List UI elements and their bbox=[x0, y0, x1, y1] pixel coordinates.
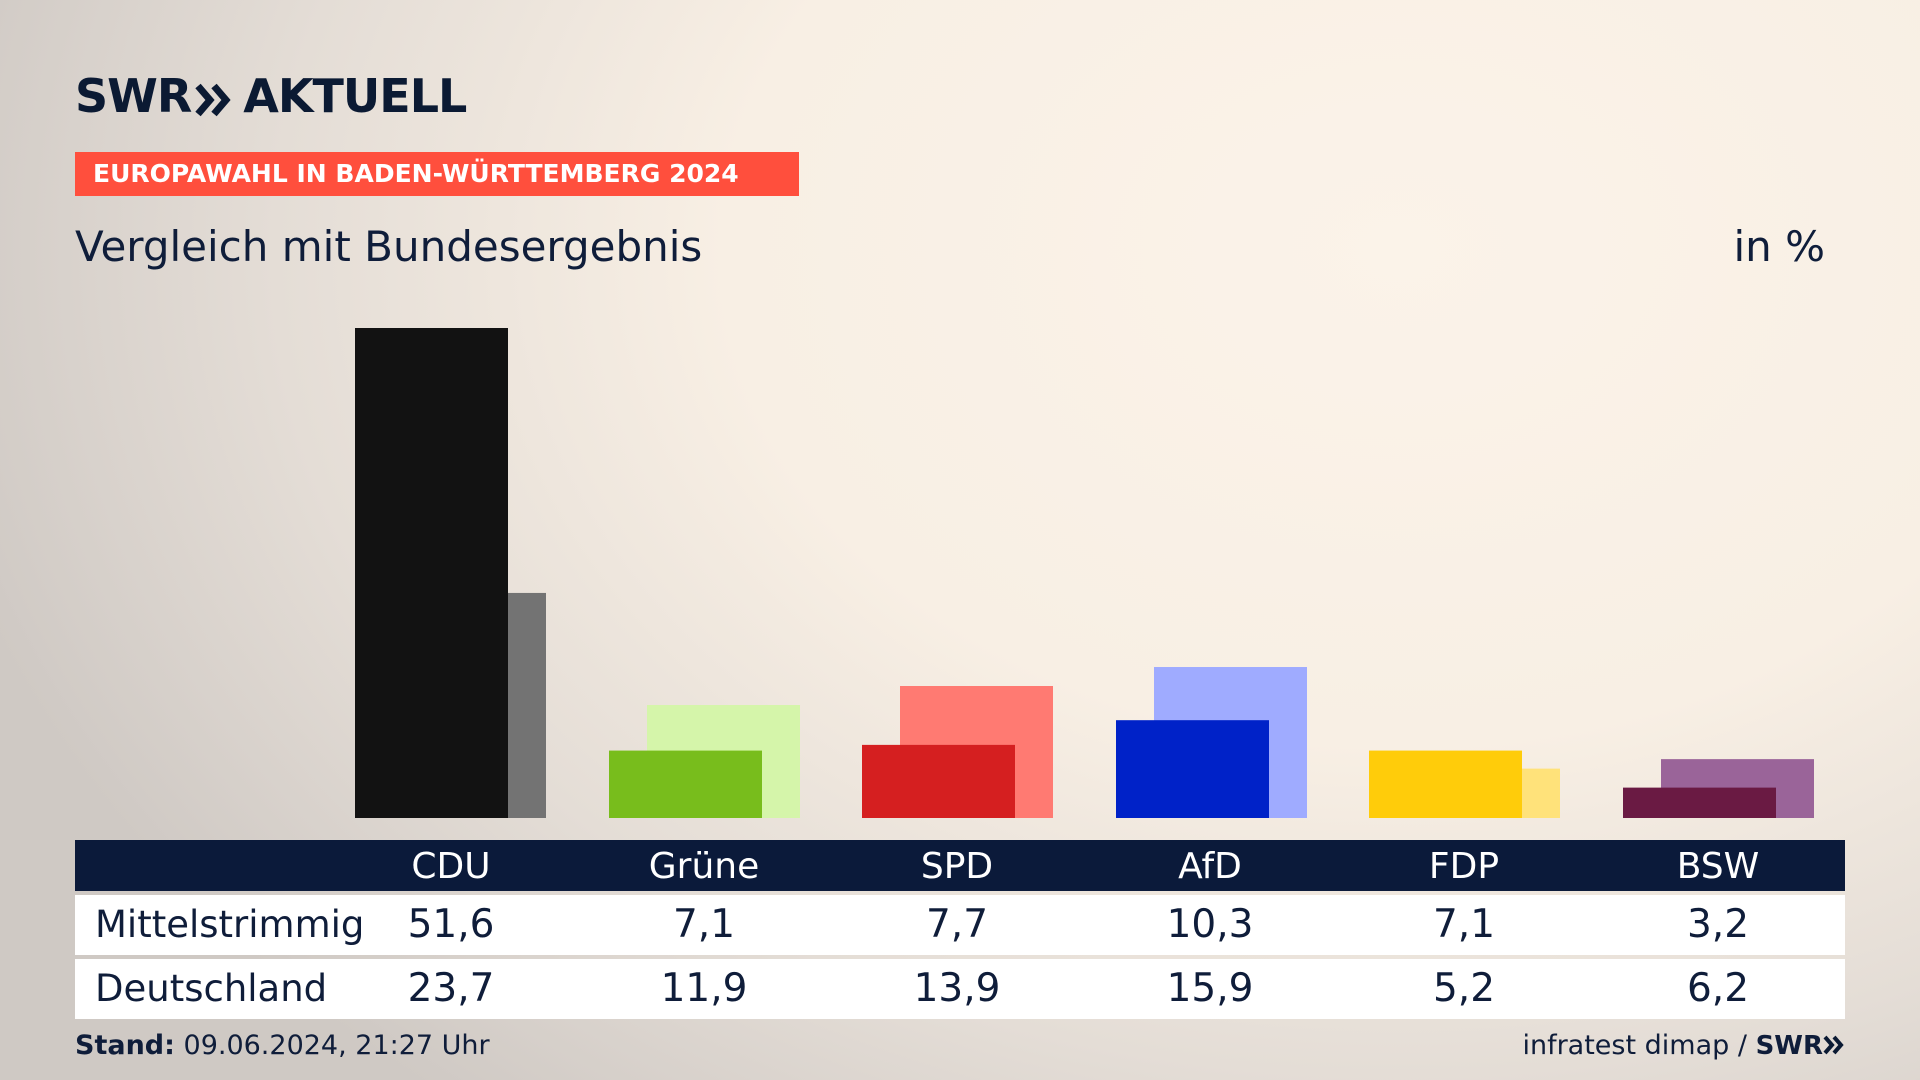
chart-subtitle: Vergleich mit Bundesergebnis bbox=[75, 222, 703, 271]
table-cell: 23,7 bbox=[407, 966, 495, 1011]
election-badge: EUROPAWAHL IN BADEN-WÜRTTEMBERG 2024 bbox=[75, 152, 799, 196]
column-header: Grüne bbox=[648, 846, 760, 887]
double-chevron-icon bbox=[195, 83, 233, 117]
table-cell: 5,2 bbox=[1432, 966, 1496, 1011]
source-swr-logo: SWR bbox=[1755, 1031, 1823, 1061]
small-double-chevron-icon bbox=[1823, 1030, 1845, 1061]
table-cell: 7,1 bbox=[672, 902, 736, 947]
results-table: CDU Grüne SPD AfD FDP BSW Mittelstrimmig 51,6… bbox=[75, 840, 1845, 1019]
bar-mittelstrimmig-afd bbox=[1116, 720, 1269, 818]
bar-mittelstrimmig-bsw bbox=[1623, 787, 1776, 818]
stand-label: Stand: bbox=[75, 1030, 175, 1061]
table-cell: 7,7 bbox=[925, 902, 989, 947]
timestamp: Stand: 09.06.2024, 21:27 Uhr bbox=[75, 1030, 490, 1061]
table-cell: 11,9 bbox=[660, 966, 748, 1011]
stand-value: 09.06.2024, 21:27 Uhr bbox=[183, 1030, 490, 1061]
logo-swr-text: SWR bbox=[75, 69, 192, 123]
column-header: FDP bbox=[1428, 846, 1500, 887]
source-credit: infratest dimap / SWR bbox=[1522, 1030, 1845, 1061]
table-cell: 13,9 bbox=[913, 966, 1001, 1011]
table-row: Deutschland 23,7 11,9 13,9 15,9 5,2 6,2 bbox=[75, 959, 1845, 1019]
row-label: Deutschland bbox=[95, 967, 328, 1010]
bar-mittelstrimmig-grüne bbox=[609, 750, 762, 818]
bar-mittelstrimmig-spd bbox=[862, 744, 1015, 818]
bar-mittelstrimmig-cdu bbox=[355, 328, 508, 818]
table-row: Mittelstrimmig 51,6 7,1 7,7 10,3 7,1 3,2 bbox=[75, 895, 1845, 955]
table-cell: 3,2 bbox=[1686, 902, 1750, 947]
source-text: infratest dimap / bbox=[1522, 1030, 1747, 1061]
logo-aktuell-text: AKTUELL bbox=[243, 69, 467, 123]
table-cell: 7,1 bbox=[1432, 902, 1496, 947]
column-header: CDU bbox=[411, 846, 491, 887]
column-header: AfD bbox=[1178, 846, 1242, 887]
row-label: Mittelstrimmig bbox=[95, 903, 365, 946]
swr-aktuell-logo: SWR AKTUELL bbox=[75, 66, 467, 126]
column-header: BSW bbox=[1676, 846, 1760, 887]
unit-label: in % bbox=[1733, 222, 1825, 271]
column-header: SPD bbox=[920, 846, 994, 887]
table-header-row: CDU Grüne SPD AfD FDP BSW bbox=[75, 840, 1845, 891]
table-cell: 10,3 bbox=[1166, 902, 1254, 947]
bar-chart bbox=[355, 328, 1814, 818]
table-cell: 51,6 bbox=[407, 902, 495, 947]
table-cell: 6,2 bbox=[1686, 966, 1750, 1011]
bar-mittelstrimmig-fdp bbox=[1369, 750, 1522, 818]
table-cell: 15,9 bbox=[1166, 966, 1254, 1011]
